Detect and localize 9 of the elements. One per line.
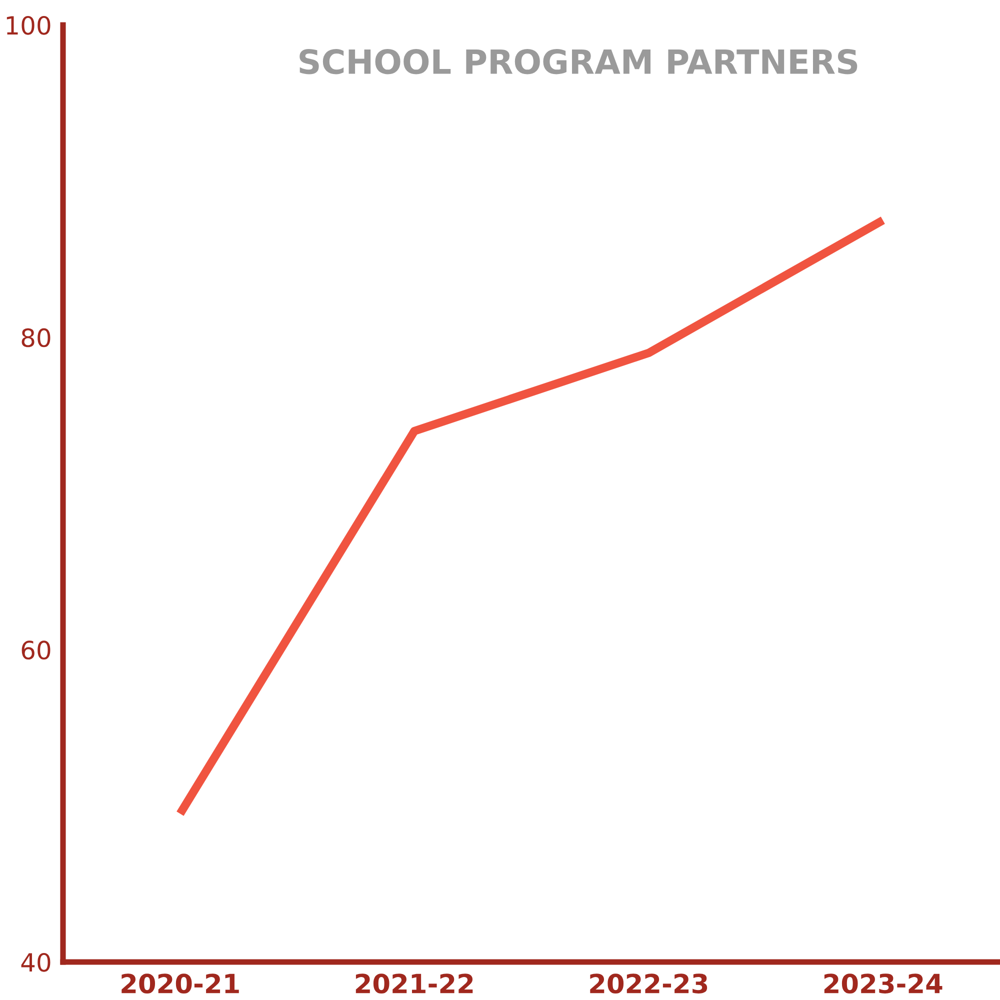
y-tick-label: 60 [22,640,50,660]
x-tick-label: 2023-24 [824,974,942,994]
text: SCHOOL PROGRAM PARTNERS [300,49,858,74]
y-tick-label: 80 [22,328,50,348]
x-tick-label: 2021-22 [356,974,473,994]
y-tick-label: 100 [6,16,50,35]
x-tick-label: 2022-23 [590,974,708,994]
x-tick-label: 2020-21 [122,974,239,994]
y-tick-label: 40 [21,952,50,972]
